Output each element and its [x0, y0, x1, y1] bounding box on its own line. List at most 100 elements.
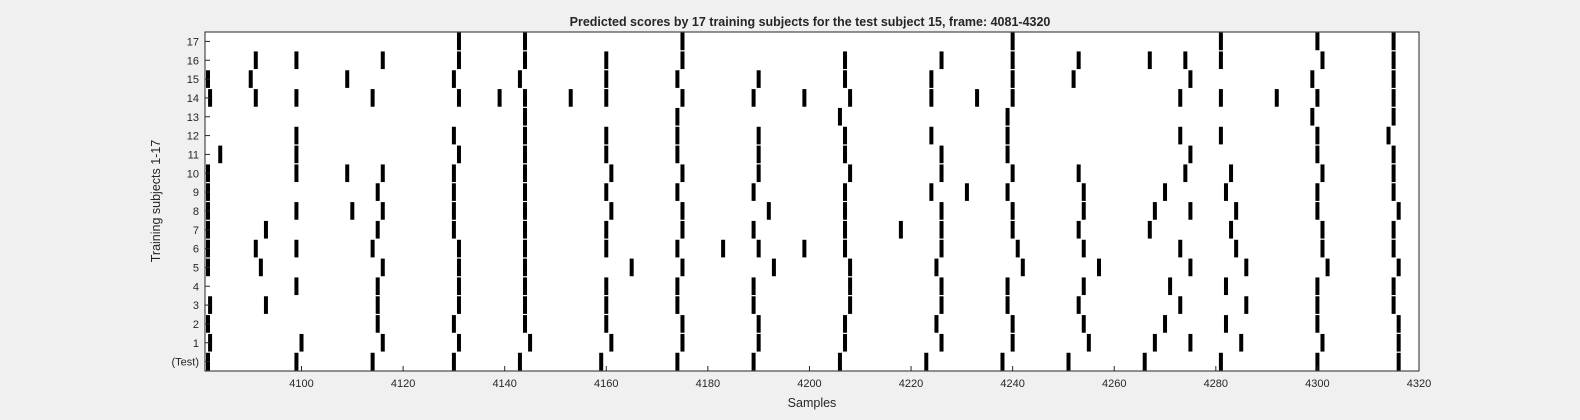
event-marker-4 [294, 277, 299, 296]
x-tick-label: 4200 [797, 378, 821, 390]
event-marker-7 [451, 220, 456, 239]
event-marker-15 [604, 70, 609, 88]
event-marker-9 [523, 183, 528, 201]
event-marker-10 [1229, 164, 1234, 183]
y-tick-label: 1 [193, 338, 199, 350]
event-marker-8 [1152, 202, 1157, 220]
event-marker-16 [456, 51, 461, 70]
event-marker-2 [1010, 315, 1015, 333]
event-marker-14 [680, 89, 685, 107]
event-marker-9 [1163, 183, 1168, 201]
event-marker-2 [934, 315, 939, 333]
event-marker-1 [528, 333, 533, 352]
event-marker-12 [451, 126, 456, 145]
event-marker-16 [1076, 51, 1081, 70]
event-marker-15 [1188, 70, 1193, 88]
event-marker-5 [934, 258, 939, 277]
event-marker-5 [1396, 258, 1401, 277]
event-marker-1 [1320, 333, 1325, 352]
y-tick-label: 4 [193, 281, 199, 293]
event-marker-13 [675, 107, 680, 126]
y-tick-label: 14 [187, 93, 199, 105]
event-marker-16 [380, 51, 385, 70]
event-marker-14 [1315, 89, 1320, 107]
event-marker-17 [456, 32, 461, 51]
event-marker-9 [929, 183, 934, 201]
event-marker-10 [451, 164, 456, 183]
event-marker-2 [1396, 315, 1401, 333]
event-marker-15 [843, 70, 848, 88]
event-marker-5 [848, 258, 853, 277]
x-tick-label: 4220 [899, 378, 923, 390]
event-marker-16 [1218, 51, 1223, 70]
event-marker-17 [1218, 32, 1223, 51]
event-marker-10 [380, 164, 385, 183]
y-axis-label: Training subjects 1-17 [149, 140, 163, 263]
event-marker-14 [523, 89, 528, 107]
event-marker-4 [848, 277, 853, 296]
event-marker-5 [1244, 258, 1249, 277]
event-marker-6 [1015, 239, 1020, 258]
event-marker-11 [523, 145, 528, 164]
event-marker-test [1396, 352, 1401, 371]
y-tick-label: 3 [193, 300, 199, 312]
event-marker-16 [253, 51, 258, 70]
event-marker-3 [1315, 296, 1320, 314]
event-marker-3 [939, 296, 944, 314]
event-marker-4 [1315, 277, 1320, 296]
event-marker-8 [523, 202, 528, 220]
event-marker-4 [1168, 277, 1173, 296]
y-tick-label: 7 [193, 225, 199, 237]
event-marker-7 [263, 220, 268, 239]
event-marker-5 [456, 258, 461, 277]
event-marker-test [675, 352, 680, 371]
event-marker-9 [1005, 183, 1010, 201]
event-marker-5 [771, 258, 776, 277]
event-marker-1 [1086, 333, 1091, 352]
x-tick-label: 4180 [696, 378, 720, 390]
event-marker-7 [1229, 220, 1234, 239]
event-marker-3 [675, 296, 680, 314]
event-marker-16 [1320, 51, 1325, 70]
event-marker-5 [1325, 258, 1330, 277]
event-marker-3 [523, 296, 528, 314]
event-marker-12 [294, 126, 299, 145]
event-marker-10 [1010, 164, 1015, 183]
event-marker-9 [843, 183, 848, 201]
chart-title: Predicted scores by 17 training subjects… [570, 15, 1051, 29]
event-marker-12 [523, 126, 528, 145]
event-marker-2 [1223, 315, 1228, 333]
event-marker-10 [1183, 164, 1188, 183]
event-marker-6 [939, 239, 944, 258]
x-tick-label: 4280 [1204, 378, 1228, 390]
event-marker-17 [1391, 32, 1396, 51]
event-marker-6 [843, 239, 848, 258]
event-marker-15 [1010, 70, 1015, 88]
event-marker-1 [756, 333, 761, 352]
event-marker-13 [1005, 107, 1010, 126]
event-marker-4 [751, 277, 756, 296]
event-marker-4 [1081, 277, 1086, 296]
event-marker-1 [380, 333, 385, 352]
event-marker-6 [253, 239, 258, 258]
event-marker-9 [675, 183, 680, 201]
event-marker-3 [1005, 296, 1010, 314]
event-marker-12 [1005, 126, 1010, 145]
event-marker-1 [1188, 333, 1193, 352]
event-marker-2 [604, 315, 609, 333]
event-marker-5 [523, 258, 528, 277]
event-marker-10 [680, 164, 685, 183]
event-marker-4 [456, 277, 461, 296]
event-marker-1 [1152, 333, 1157, 352]
event-marker-1 [1010, 333, 1015, 352]
event-marker-4 [1223, 277, 1228, 296]
event-marker-test [451, 352, 456, 371]
event-marker-15 [756, 70, 761, 88]
event-marker-15 [675, 70, 680, 88]
event-marker-16 [939, 51, 944, 70]
event-marker-13 [1391, 107, 1396, 126]
event-marker-7 [604, 220, 609, 239]
